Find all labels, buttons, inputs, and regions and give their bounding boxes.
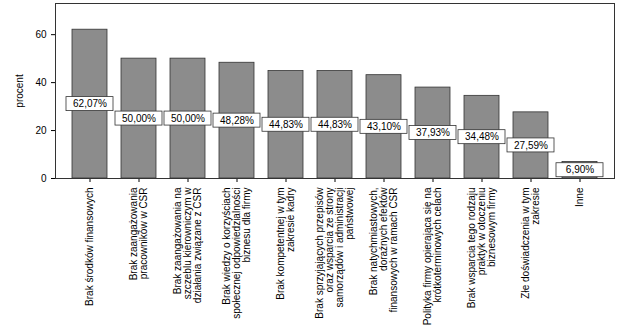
svg-text:50,00%: 50,00% bbox=[122, 113, 156, 124]
svg-text:37,93%: 37,93% bbox=[416, 127, 450, 138]
svg-text:48,28%: 48,28% bbox=[220, 115, 254, 126]
svg-text:6,90%: 6,90% bbox=[566, 164, 594, 175]
svg-text:Brak wiedzy o korzyściachspołe: Brak wiedzy o korzyściachspołecznej odpo… bbox=[221, 188, 252, 319]
svg-text:Inne: Inne bbox=[574, 187, 585, 207]
svg-text:Brak środków finansowych: Brak środków finansowych bbox=[84, 188, 95, 306]
svg-text:60: 60 bbox=[35, 29, 47, 40]
svg-text:34,48%: 34,48% bbox=[465, 131, 499, 142]
svg-text:44,83%: 44,83% bbox=[269, 119, 303, 130]
svg-text:Brak kompetentnej w tymzakresi: Brak kompetentnej w tymzakresie kadry bbox=[275, 188, 296, 300]
svg-text:Złe doświadczenia w tymzakresi: Złe doświadczenia w tymzakresie bbox=[520, 187, 541, 299]
svg-text:Brak sprzyjających przepisówor: Brak sprzyjających przepisóworaz wsparci… bbox=[314, 187, 355, 319]
svg-text:44,83%: 44,83% bbox=[318, 119, 352, 130]
svg-text:Brak natychmiastowych,doraźnyc: Brak natychmiastowych,doraźnych efektówf… bbox=[368, 187, 399, 313]
svg-text:Brak wsparcia tego rodzajuprak: Brak wsparcia tego rodzajupraktyk w otoc… bbox=[466, 188, 497, 309]
svg-text:40: 40 bbox=[35, 77, 47, 88]
svg-text:Polityka firmy opierająca się: Polityka firmy opierająca się nakrótkote… bbox=[422, 187, 443, 325]
svg-text:62,07%: 62,07% bbox=[73, 98, 107, 109]
svg-text:20: 20 bbox=[35, 125, 47, 136]
svg-text:50,00%: 50,00% bbox=[171, 113, 205, 124]
svg-text:27,59%: 27,59% bbox=[514, 140, 548, 151]
svg-text:0: 0 bbox=[41, 173, 47, 184]
svg-text:Brak zaangażowania naszczeblu: Brak zaangażowania naszczeblu kierownicz… bbox=[172, 187, 203, 303]
svg-text:43,10%: 43,10% bbox=[367, 121, 401, 132]
svg-text:procent: procent bbox=[14, 74, 25, 108]
svg-text:Brak zaangażowaniapracowników: Brak zaangażowaniapracowników w CSR bbox=[128, 187, 149, 280]
